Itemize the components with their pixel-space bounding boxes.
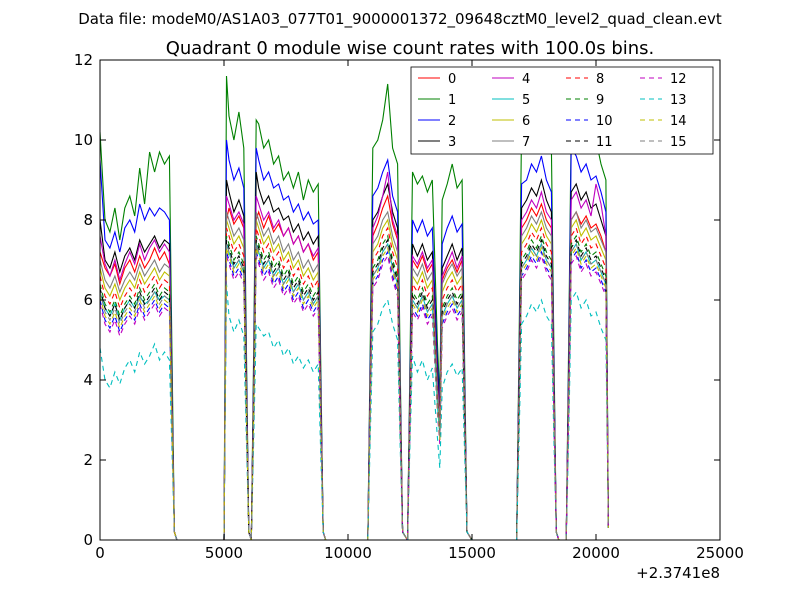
series-line-4 xyxy=(100,171,609,540)
series-line-11 xyxy=(100,238,609,540)
legend-label-11: 11 xyxy=(596,135,613,150)
legend-label-5: 5 xyxy=(522,93,530,108)
series-line-14 xyxy=(100,246,609,540)
legend-box xyxy=(410,66,714,155)
x-tick-label: 25000 xyxy=(696,544,744,562)
legend-label-14: 14 xyxy=(670,114,687,129)
series-line-15 xyxy=(100,242,609,540)
legend-label-12: 12 xyxy=(670,72,687,87)
series-line-0 xyxy=(100,194,609,540)
y-tick-label: 12 xyxy=(74,51,93,69)
y-tick-label: 0 xyxy=(83,531,93,549)
y-tick-label: 4 xyxy=(83,371,93,389)
series-line-3 xyxy=(100,171,609,540)
axes-frame xyxy=(99,59,721,541)
series-line-8 xyxy=(100,226,609,540)
legend-label-9: 9 xyxy=(596,93,604,108)
y-tick-label: 10 xyxy=(74,131,93,149)
x-tick-label: 20000 xyxy=(572,544,620,562)
series-line-10 xyxy=(100,250,609,540)
legend-label-7: 7 xyxy=(522,135,530,150)
x-tick-label: 15000 xyxy=(448,544,496,562)
y-tick-label: 6 xyxy=(83,291,93,309)
series-line-12 xyxy=(100,254,609,540)
series-line-5 xyxy=(100,242,609,540)
legend-label-15: 15 xyxy=(670,135,687,150)
legend-label-0: 0 xyxy=(448,72,456,87)
legend-label-1: 1 xyxy=(448,93,456,108)
y-tick-label: 2 xyxy=(83,451,93,469)
x-tick-label: 10000 xyxy=(324,544,372,562)
legend-label-4: 4 xyxy=(522,72,530,87)
chart-title: Quadrant 0 module wise count rates with … xyxy=(166,38,655,59)
data-file-label: Data file: modeM0/AS1A03_077T01_90000013… xyxy=(78,10,722,29)
x-offset-label: +2.3741e8 xyxy=(636,564,720,582)
series-line-9 xyxy=(100,234,609,540)
series-line-13 xyxy=(100,283,609,540)
legend-label-2: 2 xyxy=(448,114,456,129)
legend-label-10: 10 xyxy=(596,114,613,129)
legend-label-8: 8 xyxy=(596,72,604,87)
legend-label-3: 3 xyxy=(448,135,456,150)
series-line-6 xyxy=(100,218,609,540)
legend-label-6: 6 xyxy=(522,114,530,129)
x-tick-label: 5000 xyxy=(205,544,243,562)
legend-label-13: 13 xyxy=(670,93,687,108)
y-tick-label: 8 xyxy=(83,211,93,229)
x-tick-label: 0 xyxy=(95,544,105,562)
